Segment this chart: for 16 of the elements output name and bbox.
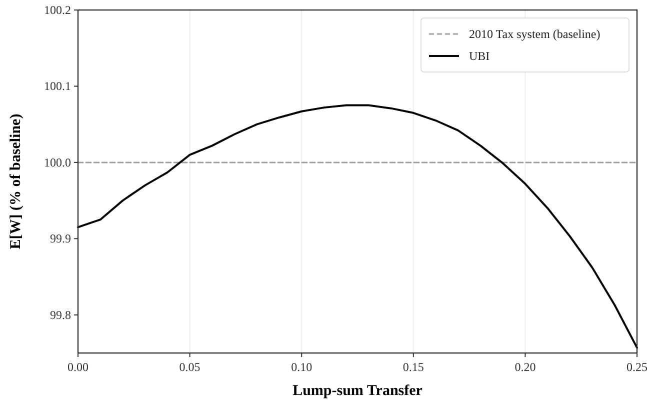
y-tick-label: 99.8: [50, 308, 71, 322]
x-tick-label: 0.05: [179, 360, 200, 374]
y-tick-label: 99.9: [50, 232, 71, 246]
x-tick-label: 0.00: [68, 360, 88, 374]
x-tick-label: 0.10: [291, 360, 312, 374]
y-axis-title: E[W] (% of baseline): [8, 114, 24, 250]
y-tick-label: 100.0: [44, 155, 71, 170]
x-axis-title: Lump-sum Transfer: [292, 383, 423, 399]
y-tick-label: 100.2: [44, 3, 71, 17]
x-tick-label: 0.25: [626, 360, 647, 374]
line-series: [77, 104, 638, 349]
y-tick-label: 100.1: [44, 79, 71, 94]
x-tick-label: 0.20: [514, 360, 536, 374]
legend-label: 2010 Tax system (baseline): [469, 27, 600, 41]
x-tick-label: 0.15: [402, 360, 424, 374]
legend-label: UBI: [469, 49, 490, 63]
